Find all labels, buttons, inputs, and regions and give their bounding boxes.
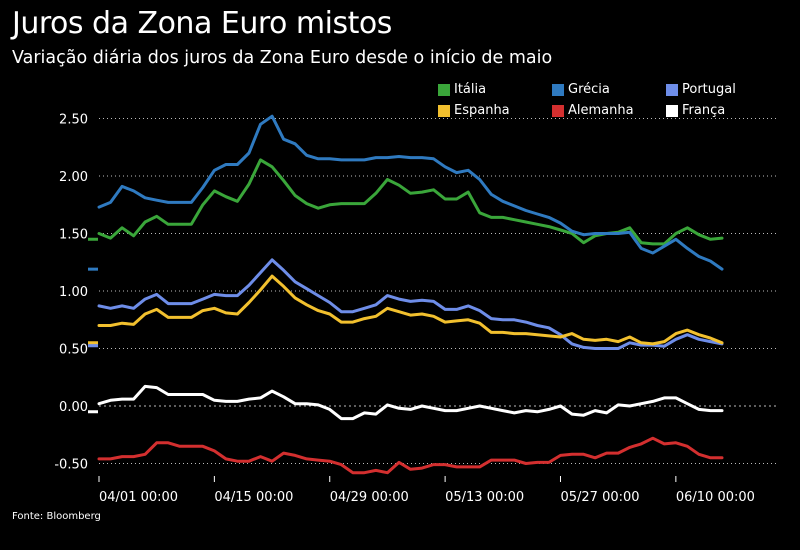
series-line-franca (97, 384, 724, 421)
y-tick-label: 0.00 (59, 400, 88, 415)
legend-item: Grécia (552, 82, 610, 97)
legend-item: Espanha (438, 103, 510, 118)
y-tick-label: 2.50 (59, 113, 88, 128)
chart-subtitle: Variação diária dos juros da Zona Euro d… (12, 48, 553, 68)
y-tick-label: 1.50 (59, 228, 88, 243)
legend-item: Portugal (666, 82, 736, 97)
x-tick-label: 04/01 00:00 (99, 490, 178, 505)
legend-label: Portugal (682, 82, 736, 97)
legend-swatch (438, 83, 450, 96)
legend-swatch (552, 104, 564, 117)
source-note: Fonte: Bloomberg (12, 511, 101, 522)
x-tick-label: 05/13 00:00 (445, 490, 524, 505)
last-value-marker (88, 341, 98, 345)
legend-label: França (682, 103, 726, 118)
x-tick-label: 04/29 00:00 (330, 490, 409, 505)
legend-swatch (552, 83, 564, 96)
last-value-marker (88, 237, 98, 241)
legend-label: Grécia (568, 82, 610, 97)
last-value-marker (88, 344, 98, 348)
legend-label: Espanha (454, 103, 510, 118)
legend-label: Itália (454, 82, 487, 97)
legend-item: Alemanha (552, 103, 634, 118)
y-tick-label: 1.00 (59, 285, 88, 300)
last-value-marker (88, 410, 98, 414)
legend-swatch (666, 104, 678, 117)
series-line-grecia (97, 114, 724, 271)
x-tick-label: 04/15 00:00 (214, 490, 293, 505)
series-line-alemanha (97, 436, 724, 475)
last-value-marker (88, 267, 98, 271)
series-line-espanha (97, 274, 724, 346)
x-tick-label: 05/27 00:00 (560, 490, 639, 505)
legend-item: França (666, 103, 725, 118)
legend-swatch (438, 104, 450, 117)
legend-item: Itália (438, 82, 486, 97)
y-tick-label: 0.50 (59, 343, 88, 358)
y-tick-label: -0.50 (54, 458, 88, 473)
legend-label: Alemanha (568, 103, 634, 118)
series-line-portugal (97, 258, 724, 350)
legend-swatch (666, 83, 678, 96)
x-tick-label: 06/10 00:00 (676, 490, 755, 505)
y-tick-label: 2.00 (59, 170, 88, 185)
chart-title: Juros da Zona Euro mistos (12, 6, 392, 41)
